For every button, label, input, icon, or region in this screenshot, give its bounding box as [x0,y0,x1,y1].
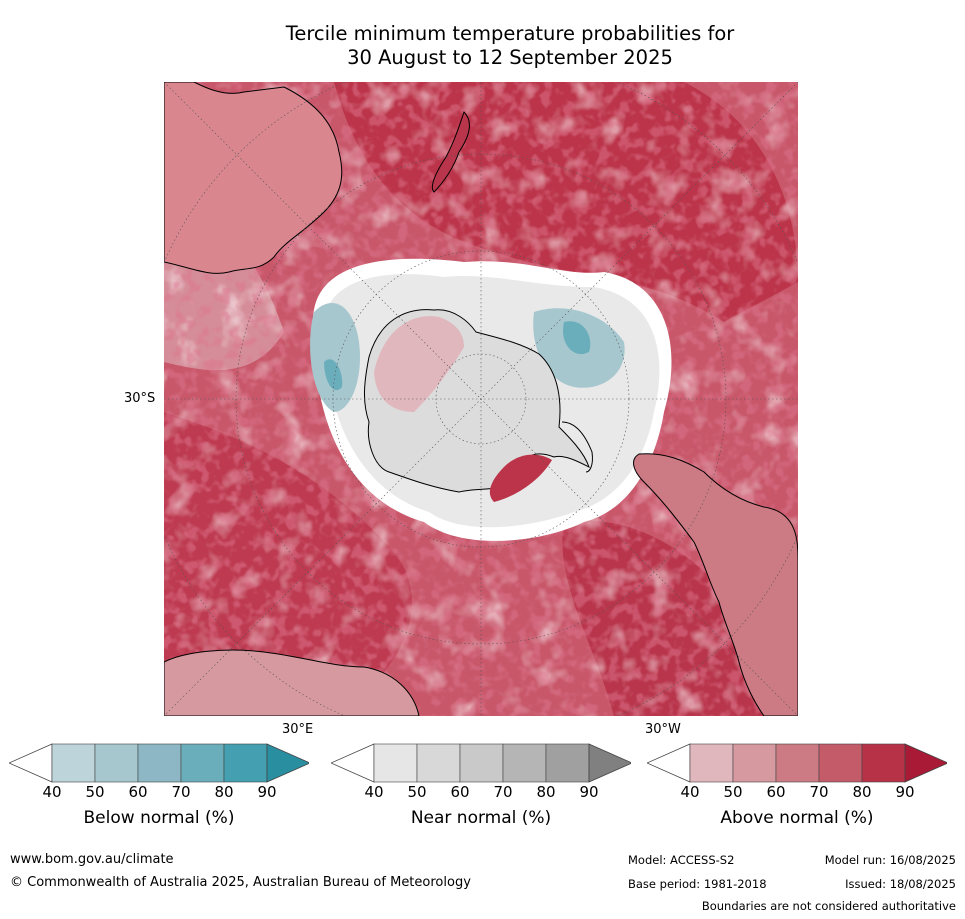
below-colorbar-tick-70: 70 [171,783,191,801]
colorbar-below-segments [9,743,309,783]
above-colorbar-tick-70: 70 [809,783,829,801]
below-normal-patch-west [310,303,360,412]
colorbar-above-ticks: 40 50 60 70 80 90 [647,783,947,803]
below-colorbar-tick-90: 90 [257,783,277,801]
below-colorbar-tick-60: 60 [128,783,148,801]
near-colorbar-tick-40: 40 [364,783,384,801]
australia-outline [164,82,343,274]
below-colorbar-tick-50: 50 [85,783,105,801]
colorbar-below-normal [9,743,309,783]
footer-base-period: Base period: 1981-2018 [628,877,767,891]
below-colorbar-tick-40: 40 [42,783,62,801]
africa-outline [164,649,420,716]
title-line-1: Tercile minimum temperature probabilitie… [285,22,735,45]
above-colorbar-segment-over [904,743,947,783]
map-title: Tercile minimum temperature probabilitie… [160,22,860,70]
colorbar-above-segments [647,743,947,783]
near-colorbar-segment-under [331,743,375,783]
above-colorbar-tick-60: 60 [766,783,786,801]
above-colorbar-tick-90: 90 [895,783,915,801]
below-colorbar-tick-80: 80 [214,783,234,801]
colorbar-above-title: Above normal (%) [720,808,874,828]
near-colorbar-segment-60 [459,743,504,783]
near-colorbar-tick-80: 80 [536,783,556,801]
above-colorbar-tick-50: 50 [723,783,743,801]
above-colorbar-segment-50 [732,743,777,783]
above-colorbar-segment-40 [689,743,734,783]
footer-issued: Issued: 18/08/2025 [845,877,956,891]
footer-copyright: © Commonwealth of Australia 2025, Austra… [10,875,471,890]
title-line-2: 30 August to 12 September 2025 [347,46,673,69]
footer-model-run: Model run: 16/08/2025 [824,853,956,867]
latitude-label-30s: 30°S [124,391,156,406]
footer-url: www.bom.gov.au/climate [10,852,174,867]
longitude-label-30w: 30°W [645,722,681,737]
near-colorbar-tick-60: 60 [450,783,470,801]
below-colorbar-segment-60 [137,743,182,783]
antarctica-east-warm [374,316,464,412]
footer-model: Model: ACCESS-S2 [628,853,735,867]
below-colorbar-segment-80 [223,743,268,783]
colorbar-near-normal [331,743,631,783]
below-colorbar-segment-50 [94,743,139,783]
below-colorbar-segment-40 [51,743,96,783]
colorbar-near-ticks: 40 50 60 70 80 90 [331,783,631,803]
colorbar-below-title: Below normal (%) [83,808,235,828]
colorbar-below-ticks: 40 50 60 70 80 90 [9,783,309,803]
above-colorbar-segment-60 [775,743,820,783]
probability-map [164,82,798,716]
above-colorbar-segment-under [647,743,691,783]
below-colorbar-segment-over [266,743,309,783]
above-colorbar-tick-40: 40 [680,783,700,801]
near-colorbar-segment-40 [373,743,418,783]
antarctic-peninsula [561,421,593,473]
near-colorbar-tick-90: 90 [579,783,599,801]
near-colorbar-segment-80 [545,743,590,783]
below-colorbar-segment-70 [180,743,225,783]
longitude-label-30e: 30°E [282,722,314,737]
near-colorbar-segment-70 [502,743,547,783]
graticule [164,82,798,716]
near-colorbar-segment-50 [416,743,461,783]
near-colorbar-tick-50: 50 [407,783,427,801]
near-colorbar-segment-over [588,743,631,783]
above-colorbar-tick-80: 80 [852,783,872,801]
above-colorbar-segment-80 [861,743,906,783]
near-colorbar-tick-70: 70 [493,783,513,801]
below-colorbar-segment-under [9,743,53,783]
new-zealand-outline [431,111,470,193]
colorbar-near-title: Near normal (%) [410,808,552,828]
colorbar-above-normal [647,743,947,783]
footer-disclaimer: Boundaries are not considered authoritat… [701,899,956,913]
south-america-outline [633,453,798,716]
above-colorbar-segment-70 [818,743,863,783]
colorbar-near-segments [331,743,631,783]
